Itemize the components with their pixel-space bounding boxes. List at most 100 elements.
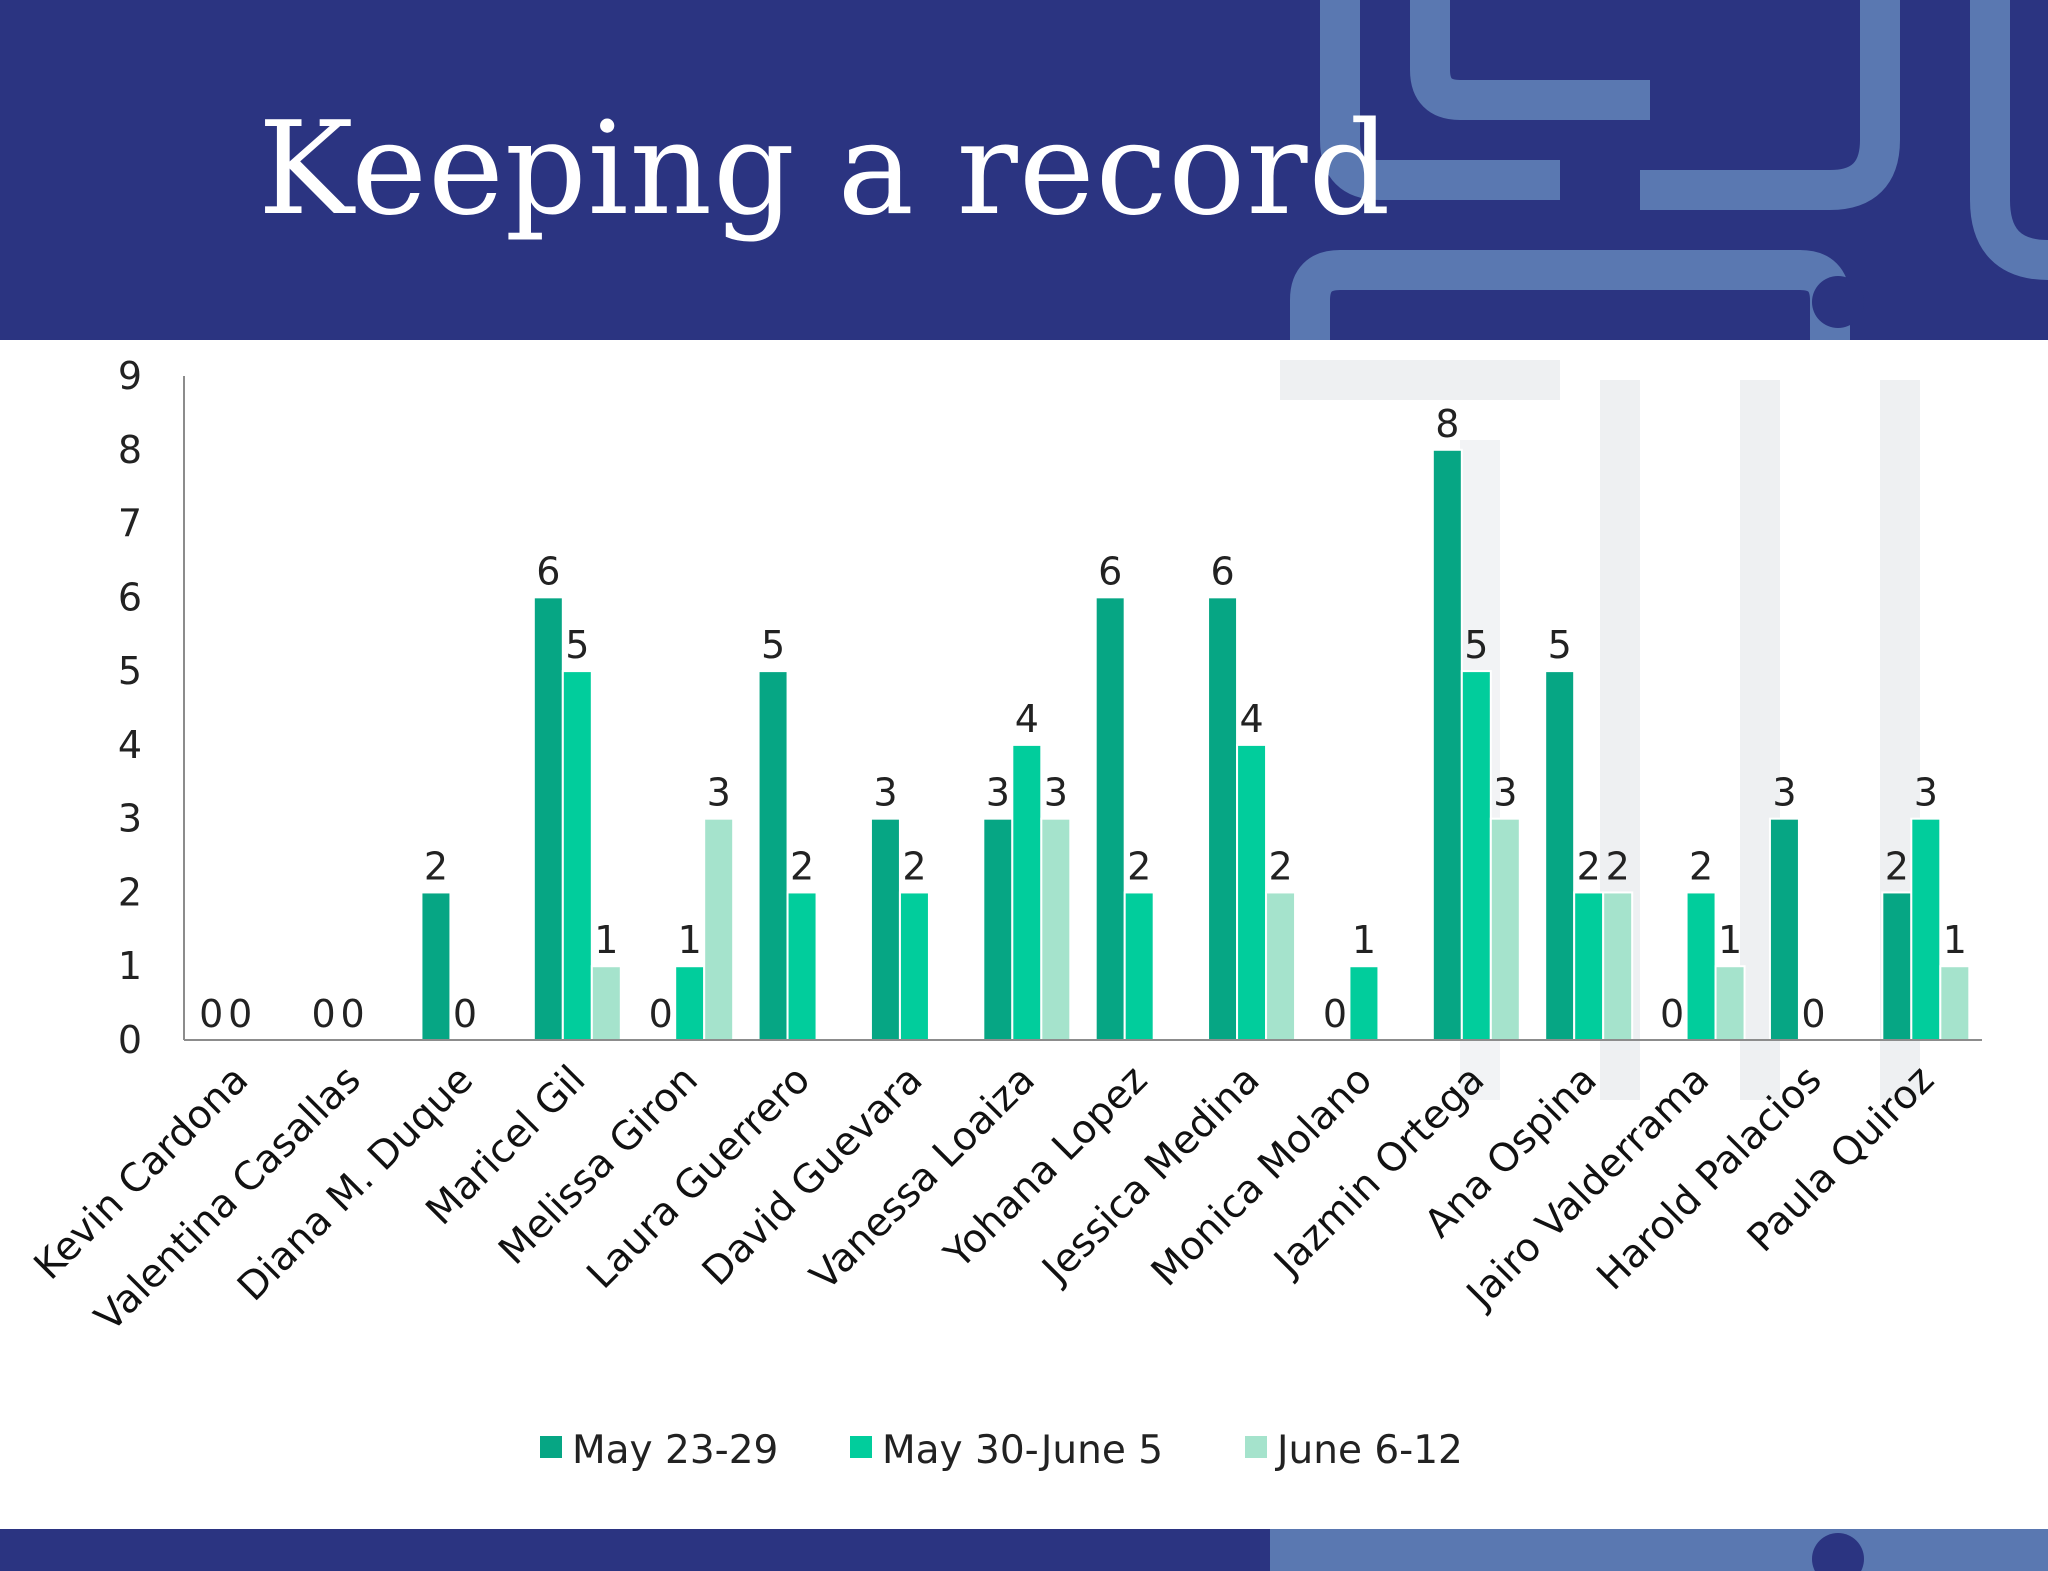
data-label: 1: [1718, 918, 1742, 962]
legend-swatch: [850, 1436, 872, 1458]
footer-banner: [0, 1529, 2048, 1571]
legend-swatch: [1245, 1436, 1267, 1458]
data-label: 0: [1323, 992, 1347, 1036]
data-label: 3: [1772, 771, 1796, 815]
bar: [898, 891, 930, 1042]
y-tick-label: 8: [118, 428, 142, 472]
data-label: 1: [594, 918, 618, 962]
data-label: 1: [678, 918, 702, 962]
bar: [1602, 891, 1634, 1042]
data-label: 2: [1606, 844, 1630, 888]
data-label: 3: [1914, 771, 1938, 815]
data-label: 4: [1015, 697, 1039, 741]
bar: [1881, 891, 1913, 1042]
bar: [1460, 670, 1492, 1041]
bar: [532, 596, 564, 1041]
bar: [420, 891, 452, 1042]
header-decoration: [1290, 0, 2048, 340]
data-label: 6: [1098, 549, 1122, 593]
bar: [1489, 817, 1521, 1042]
slide-title: Keeping a record: [258, 95, 1392, 244]
x-tick-label: Yohana Lopez: [935, 1057, 1156, 1278]
bar: [786, 891, 818, 1042]
data-label: 0: [1660, 992, 1684, 1036]
bar: [1685, 891, 1717, 1042]
bar: [1265, 891, 1297, 1042]
bar: [982, 817, 1014, 1042]
y-tick-label: 7: [118, 502, 142, 546]
bar: [1714, 965, 1746, 1042]
data-label: 0: [453, 992, 477, 1036]
data-label: 2: [1885, 844, 1909, 888]
bar: [1431, 448, 1463, 1041]
bar: [1544, 670, 1576, 1041]
data-label: 3: [1493, 771, 1517, 815]
y-tick-label: 6: [118, 575, 142, 619]
bar: [1236, 743, 1268, 1042]
data-label: 5: [761, 623, 785, 667]
data-label: 1: [1943, 918, 1967, 962]
legend: May 23-29 May 30-June 5 June 6-12: [540, 1428, 1463, 1473]
bar: [703, 817, 735, 1042]
bar: [1939, 965, 1971, 1042]
x-tick-label: Melissa Giron: [490, 1057, 706, 1273]
data-label: 3: [873, 771, 897, 815]
legend-label: June 6-12: [1274, 1428, 1463, 1473]
data-label: 2: [902, 844, 926, 888]
data-label: 2: [790, 844, 814, 888]
data-label: 2: [1127, 844, 1151, 888]
y-axis: 0 1 2 3 4 5 6 7 8 9: [118, 354, 185, 1062]
data-label: 1: [1352, 918, 1376, 962]
data-label: 2: [1689, 844, 1713, 888]
footer-decoration: [1270, 1529, 2048, 1571]
data-label: 0: [311, 992, 335, 1036]
bar: [1573, 891, 1605, 1042]
legend-label: May 23-29: [572, 1428, 778, 1473]
y-tick-label: 3: [118, 797, 142, 841]
legend-swatch: [540, 1436, 562, 1458]
bar: [1348, 965, 1380, 1042]
y-tick-label: 0: [118, 1018, 142, 1062]
bar: [869, 817, 901, 1042]
data-label: 0: [340, 992, 364, 1036]
data-label: 2: [1268, 844, 1292, 888]
y-tick-label: 5: [118, 649, 142, 693]
data-label: 4: [1239, 697, 1263, 741]
data-label: 5: [565, 623, 589, 667]
bar: [1123, 891, 1155, 1042]
bar: [1768, 817, 1800, 1042]
data-label: 3: [986, 771, 1010, 815]
data-label: 0: [228, 992, 252, 1036]
data-label: 2: [424, 844, 448, 888]
bar: [1040, 817, 1072, 1042]
data-label: 0: [649, 992, 673, 1036]
data-label: 3: [1044, 771, 1068, 815]
y-tick-label: 4: [118, 723, 142, 767]
bar: [1207, 596, 1239, 1041]
y-tick-label: 2: [118, 870, 142, 914]
legend-label: May 30-June 5: [882, 1428, 1163, 1473]
header-banner: Keeping a record: [0, 0, 2048, 340]
data-label: 8: [1435, 402, 1459, 446]
data-label: 5: [1464, 623, 1488, 667]
bar: [1910, 817, 1942, 1042]
bar: [1094, 596, 1126, 1041]
bar: [590, 965, 622, 1042]
data-label: 6: [1210, 549, 1234, 593]
data-label: 2: [1577, 844, 1601, 888]
bar: [1011, 743, 1043, 1042]
data-label: 0: [1801, 992, 1825, 1036]
bar: [561, 670, 593, 1041]
data-label: 6: [536, 549, 560, 593]
data-label: 3: [707, 771, 731, 815]
y-tick-label: 9: [118, 354, 142, 398]
bar: [674, 965, 706, 1042]
y-tick-label: 1: [118, 944, 142, 988]
bar: [757, 670, 789, 1041]
data-label: 0: [199, 992, 223, 1036]
data-label: 5: [1548, 623, 1572, 667]
